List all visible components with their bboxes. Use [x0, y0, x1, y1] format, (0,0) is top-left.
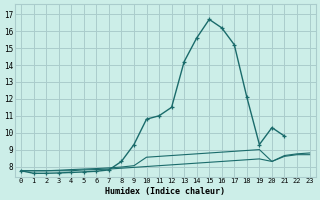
X-axis label: Humidex (Indice chaleur): Humidex (Indice chaleur): [105, 187, 225, 196]
